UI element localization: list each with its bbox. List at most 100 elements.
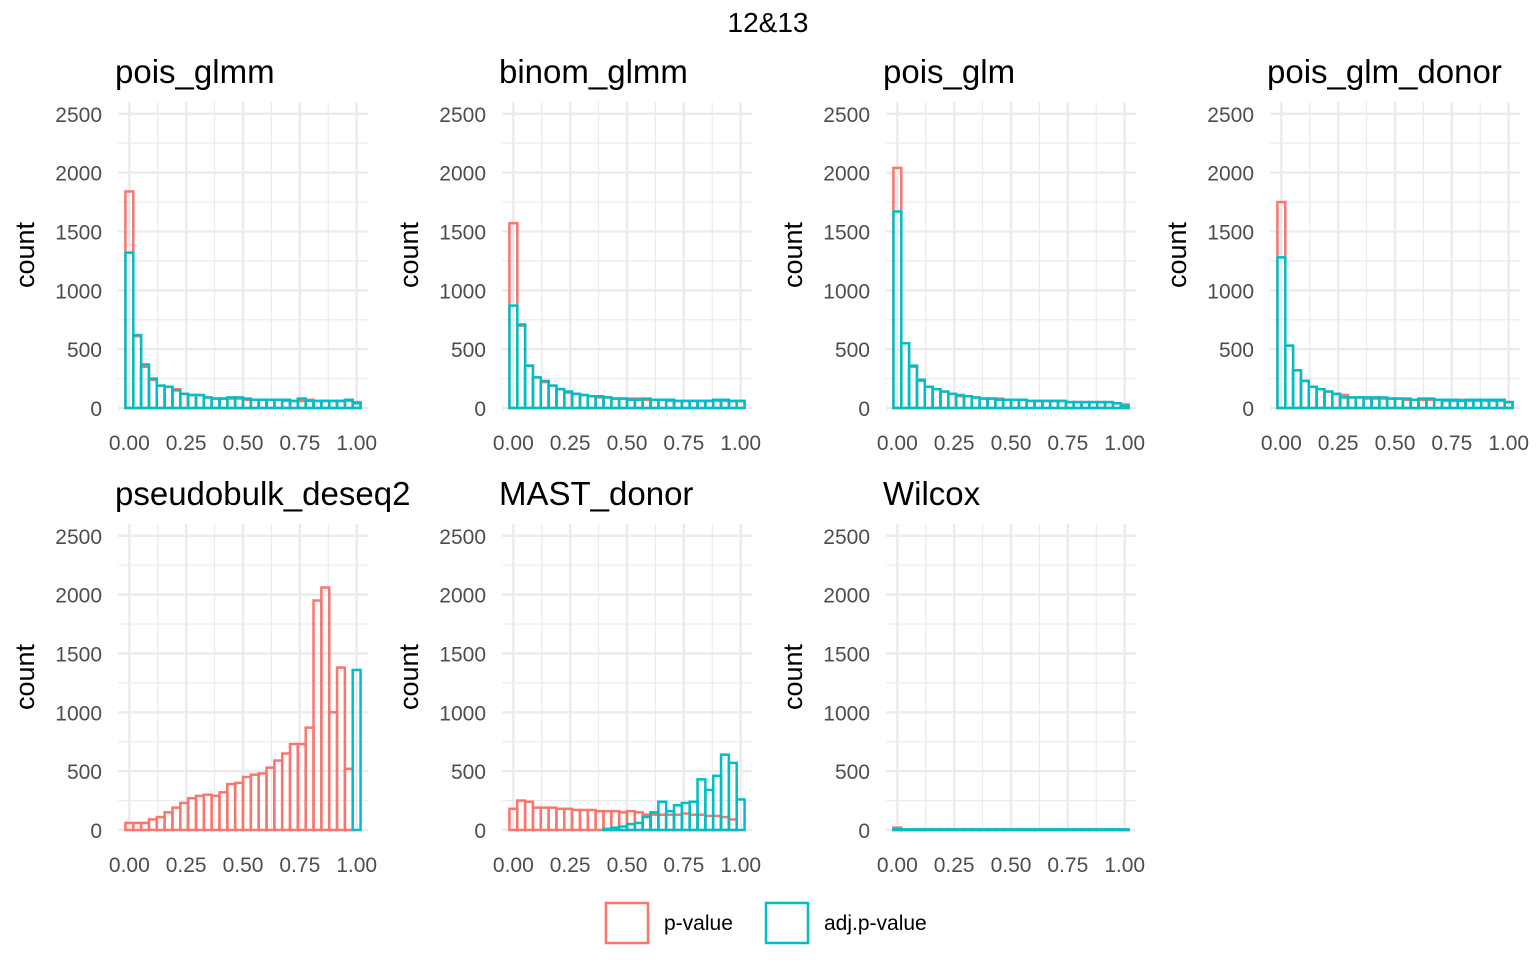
series-adj-p-value [892,827,1130,832]
histogram-bar [727,761,738,832]
x-tick-label: 0.00 [109,432,150,455]
histogram-bar [320,586,331,832]
y-axis-title: count [778,221,808,288]
x-tick-label: 0.50 [607,432,648,455]
x-tick-label: 1.00 [336,432,377,455]
y-tick-label: 1500 [1207,221,1254,244]
y-axis-title: count [394,643,424,710]
x-tick-label: 0.25 [166,854,207,877]
x-tick-label: 0.00 [493,432,534,455]
y-tick-label: 1000 [55,280,102,303]
x-tick-label: 0.75 [1047,432,1088,455]
panel-wilcox: Wilcox 0 500 1000 1500 2000 2500 0.00 0.25 0.50 0.… [778,475,1145,877]
panel-title: binom_glmm [499,53,688,90]
panel-pois-glm-donor: pois_glm_donor 0 500 1000 1500 2000 2500 0.00 0.… [1162,53,1529,455]
x-tick-label: 1.00 [336,854,377,877]
panel-pois-glmm: pois_glmm 0 500 1000 1500 2000 2500 0.00 0.25 0.5… [10,53,377,455]
series-p-value [124,586,354,832]
y-tick-label: 500 [451,339,486,362]
y-tick-label: 2000 [55,163,102,186]
x-tick-label: 0.00 [1261,432,1302,455]
panel-mast-donor: MAST_donor 0 500 1000 1500 2000 2500 0.00 0.25 0.… [394,475,761,877]
histogram-bar [1503,400,1514,410]
series-adj-p-value [602,753,746,832]
x-tick-label: 0.25 [934,854,975,877]
x-tick-label: 0.25 [166,432,207,455]
x-tick-label: 0.75 [663,854,704,877]
x-tick-label: 0.75 [1047,854,1088,877]
histogram-bar [351,668,362,832]
histogram-bar [1276,256,1287,410]
x-tick-label: 0.50 [991,432,1032,455]
y-tick-label: 1000 [55,702,102,725]
y-tick-label: 0 [474,398,486,421]
histogram-bar [1119,828,1130,832]
series-adj-p-value [1276,256,1514,410]
panel-title: Wilcox [883,475,981,512]
histogram-bar [335,666,347,832]
histogram-bar [124,251,135,410]
x-tick-label: 1.00 [1104,854,1145,877]
x-tick-label: 0.75 [279,432,320,455]
y-tick-label: 500 [835,339,870,362]
y-tick-label: 2000 [1207,163,1254,186]
histogram-bar [735,399,746,410]
x-tick-label: 0.25 [550,854,591,877]
x-tick-label: 1.00 [720,854,761,877]
series-adj-p-value [124,251,362,410]
y-tick-label: 500 [835,761,870,784]
x-tick-label: 1.00 [1104,432,1145,455]
panel-binom-glmm: binom_glmm 0 500 1000 1500 2000 2500 0.00 0.25 0.… [394,53,761,455]
x-tick-label: 0.00 [493,854,534,877]
figure-title: 12&13 [728,7,809,38]
y-tick-label: 0 [90,820,102,843]
y-tick-label: 1500 [439,221,486,244]
series-adj-p-value [892,210,1130,410]
y-tick-label: 2000 [439,585,486,608]
y-tick-label: 1000 [439,702,486,725]
x-tick-label: 0.25 [1318,432,1359,455]
y-tick-label: 1000 [439,280,486,303]
y-tick-label: 2500 [823,104,870,127]
x-tick-label: 0.50 [607,854,648,877]
y-tick-label: 1500 [439,643,486,666]
y-tick-label: 2500 [439,526,486,549]
y-tick-label: 500 [1219,339,1254,362]
x-tick-label: 0.75 [279,854,320,877]
y-tick-label: 1000 [1207,280,1254,303]
histogram-bar [351,402,362,410]
panel-pois-glm: pois_glm 0 500 1000 1500 2000 2500 0.00 0.25 0.50… [778,53,1145,455]
y-axis-title: count [394,221,424,288]
histogram-bar [735,798,746,832]
histogram-bar [1119,404,1130,410]
x-tick-label: 0.25 [550,432,591,455]
y-tick-label: 500 [67,761,102,784]
x-tick-label: 0.00 [109,854,150,877]
x-tick-label: 0.50 [223,432,264,455]
y-tick-label: 2500 [55,104,102,127]
x-tick-label: 0.75 [1431,432,1472,455]
panel-title: pois_glm [883,53,1015,90]
y-axis-title: count [10,221,40,288]
x-tick-label: 1.00 [720,432,761,455]
y-tick-label: 1500 [55,643,102,666]
y-tick-label: 0 [858,820,870,843]
x-tick-label: 0.50 [991,854,1032,877]
y-tick-label: 500 [451,761,486,784]
y-tick-label: 500 [67,339,102,362]
panel-title: pois_glm_donor [1267,53,1502,90]
panel-title: MAST_donor [499,475,693,512]
y-tick-label: 1500 [823,643,870,666]
y-axis-title: count [1162,221,1192,288]
y-tick-label: 0 [1242,398,1254,421]
y-tick-label: 2500 [55,526,102,549]
y-tick-label: 1500 [55,221,102,244]
legend-key-p-value [604,901,650,945]
y-tick-label: 2000 [823,163,870,186]
y-axis-title: count [10,643,40,710]
legend-key-adj-p-value [764,901,810,945]
x-tick-label: 0.00 [877,432,918,455]
series-adj-p-value [351,668,362,832]
y-tick-label: 0 [90,398,102,421]
